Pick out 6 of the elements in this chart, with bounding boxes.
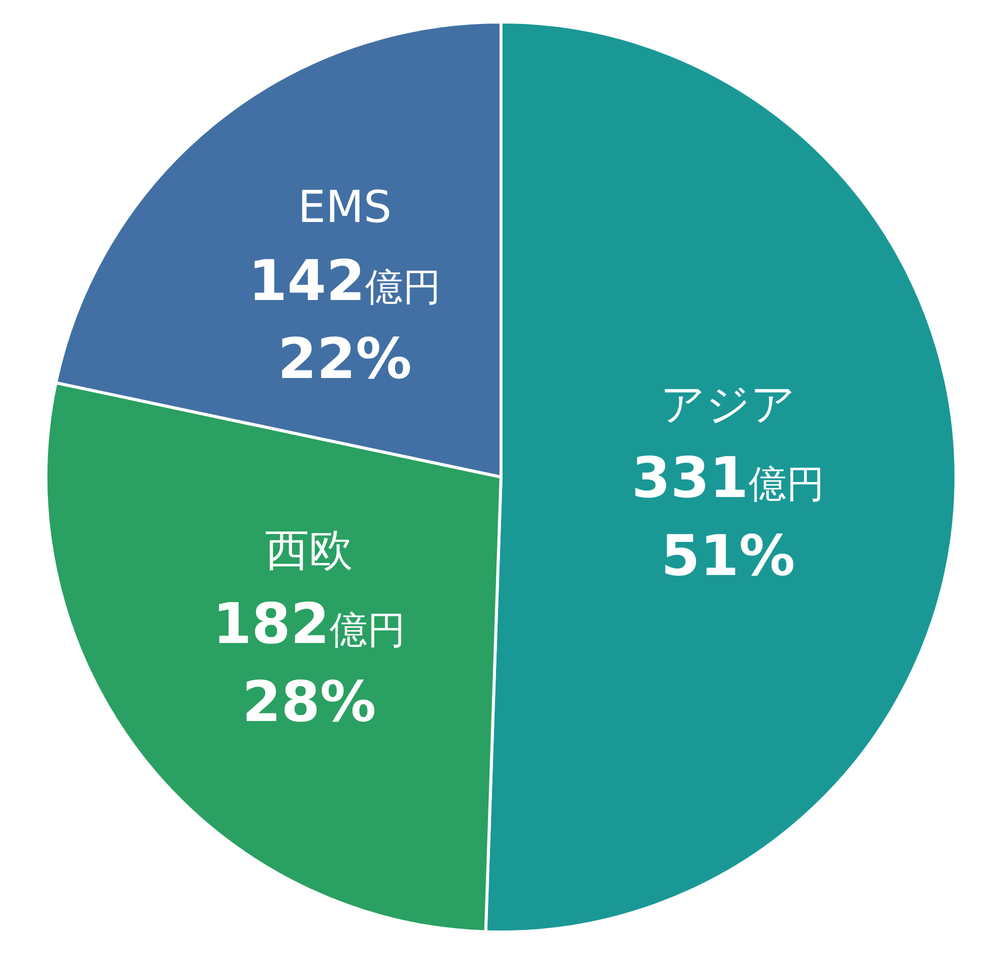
data-label: 142億円 22% (248, 249, 442, 392)
slice-label: アジア (660, 378, 796, 430)
slice-label: 西欧 (265, 525, 354, 576)
data-label: 331億円 51% (632, 446, 825, 589)
data-label: 182億円 28% (212, 592, 406, 736)
slice-label: EMS (298, 182, 392, 234)
